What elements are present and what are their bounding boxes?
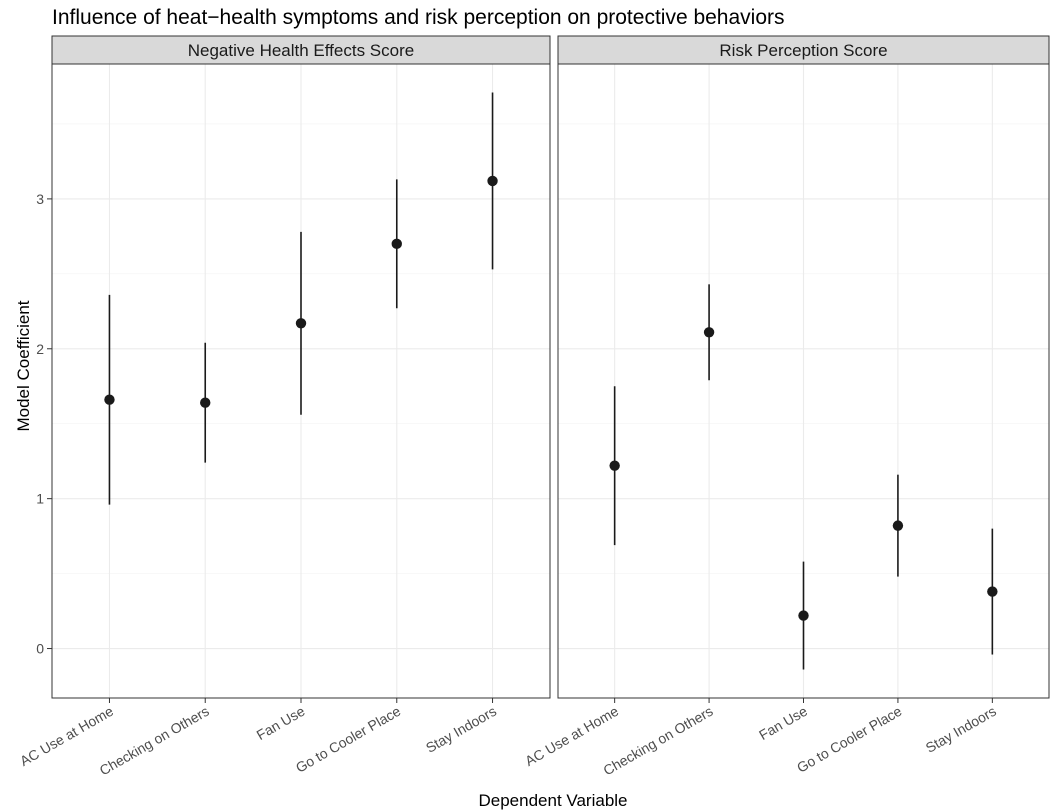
x-axis-title: Dependent Variable [478, 791, 627, 810]
data-point [391, 238, 402, 250]
data-point [104, 394, 115, 405]
facet-strip [51, 35, 551, 65]
facet-panel: Negative Health Effects Score AC Use at H… [17, 35, 551, 778]
data-point [987, 586, 998, 597]
data-point [798, 610, 809, 621]
facet-panels: Negative Health Effects Score AC Use at H… [17, 35, 1050, 778]
data-point [200, 397, 211, 408]
data-point [295, 318, 307, 329]
chart-title: Influence of heat−health symptoms and ri… [52, 6, 785, 29]
x-tick-label: Stay Indoors [923, 703, 999, 756]
data-point [892, 520, 904, 531]
facet-strip-label: Risk Perception Score [719, 41, 887, 60]
y-axis-title: Model Coefficient [14, 300, 33, 431]
data-point [487, 175, 498, 187]
data-point [703, 327, 715, 338]
x-tick-label: Go to Cooler Place [293, 703, 404, 776]
y-tick-label: 2 [36, 341, 44, 357]
y-tick-label: 1 [36, 491, 44, 507]
y-tick-label: 0 [36, 641, 44, 657]
x-tick-label: Fan Use [756, 703, 810, 743]
x-tick-label: AC Use at Home [522, 703, 621, 769]
data-point [609, 460, 620, 471]
x-tick-label: Stay Indoors [423, 703, 499, 756]
facet-strip [557, 35, 1050, 65]
facet-strip-label: Negative Health Effects Score [188, 41, 414, 60]
x-tick-label: AC Use at Home [17, 703, 116, 769]
x-tick-label: Fan Use [254, 703, 308, 743]
y-tick-label: 3 [36, 191, 44, 207]
x-tick-label: Go to Cooler Place [794, 703, 905, 776]
